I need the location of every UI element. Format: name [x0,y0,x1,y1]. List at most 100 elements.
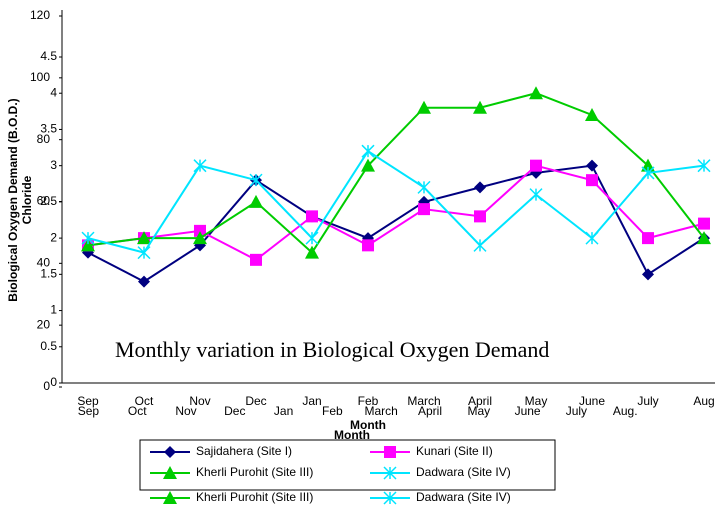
y-tick-label: 80 [37,132,51,146]
y-tick-label: 2.5 [40,194,57,208]
y-tick-label: 0.5 [40,339,57,353]
legend-label: Dadwara (Site IV) [416,465,511,479]
data-point [361,144,375,158]
y-tick-label: 120 [30,8,50,22]
x-axis-label-ghost: Month [334,428,370,442]
y-tick-label: 3.5 [40,122,57,136]
y-tick-label: 4 [50,85,57,99]
legend-marker [383,466,397,480]
data-point [137,231,151,245]
x-tick-label: Aug [693,394,714,408]
x-tick-label: April [418,404,442,418]
data-point [305,231,319,245]
y-axis-label-ghost: Chloride [20,175,34,224]
x-tick-label: April [468,394,492,408]
y-tick-label: 0 [50,375,57,389]
x-tick-label: March [365,404,398,418]
data-point [137,246,151,260]
legend-marker [163,491,177,504]
x-axis-label: Month [350,418,386,432]
series-line [87,164,705,283]
data-point [530,159,542,172]
data-point [529,86,543,100]
data-point [417,180,431,194]
x-tick-label: Sep [78,404,100,418]
x-tick-label: Jan [302,394,321,408]
y-tick-label: 1.5 [40,267,57,281]
data-point [305,245,319,259]
series-line [87,164,705,262]
data-point [193,159,207,173]
legend-label: Kunari (Site II) [416,444,493,458]
data-point [81,231,95,245]
data-point [697,231,711,245]
data-point [193,231,207,245]
y-tick-label: 40 [37,256,51,270]
data-point [418,203,430,216]
data-point [474,181,486,194]
x-tick-label: Feb [322,404,343,418]
data-point [250,253,262,266]
legend-label: Kherli Purohit (Site III) [196,465,313,479]
data-point [585,231,599,245]
y-tick-label: 60 [37,194,51,208]
x-tick-label: Dec [224,404,245,418]
x-tick-label: Oct [128,404,147,418]
x-tick-label: Jan [274,404,293,418]
legend-marker [163,466,177,479]
annotation: Monthly variation in Biological Oxygen D… [115,337,549,362]
data-point [81,238,95,252]
x-tick-label: Nov [175,404,196,418]
x-tick-label: Nov [189,394,210,408]
x-tick-label: Aug. [613,404,638,418]
data-point [697,159,711,173]
data-point [586,174,598,187]
series-line [87,149,705,254]
x-tick-label: July [637,394,658,408]
data-point [362,239,374,252]
x-tick-label: June [515,404,541,418]
data-point [138,275,150,288]
legend-marker [164,446,176,458]
x-tick-label: March [407,394,440,408]
data-point [417,100,431,114]
legend-marker [383,491,397,505]
x-tick-label: June [579,394,605,408]
y-tick-label: 20 [37,317,51,331]
data-point [249,194,263,208]
data-point [249,173,263,187]
series-line [87,92,705,255]
data-point [586,159,598,172]
y-tick-label: 2 [50,230,57,244]
data-point [306,210,318,223]
x-tick-label: May [525,394,548,408]
legend-label: Dadwara (Site IV) [416,490,511,504]
x-tick-label: Sep [77,394,99,408]
data-point [585,107,599,121]
y-tick-label: 1 [50,303,57,317]
x-tick-label: July [566,404,587,418]
legend-marker [384,446,396,458]
x-tick-label: Dec [245,394,266,408]
data-point [474,210,486,223]
x-tick-label: Oct [135,394,154,408]
legend-box [139,439,556,491]
legend-label: Sajidahera (Site I) [196,444,292,458]
x-tick-label: Feb [358,394,379,408]
y-tick-label: 0 [43,379,50,393]
data-point [642,232,654,245]
y-axis-label: Biological Oxygen Demand (B.O.D.) [6,98,20,301]
data-point [698,217,710,230]
y-tick-label: 4.5 [40,49,57,63]
data-point [641,166,655,180]
data-point [529,188,543,202]
data-point [361,158,375,172]
x-tick-label: May [467,404,490,418]
data-point [473,238,487,252]
y-tick-label: 3 [50,158,57,172]
legend-label: Kherli Purohit (Site III) [196,490,313,504]
data-point [194,224,206,237]
data-point [642,268,654,281]
